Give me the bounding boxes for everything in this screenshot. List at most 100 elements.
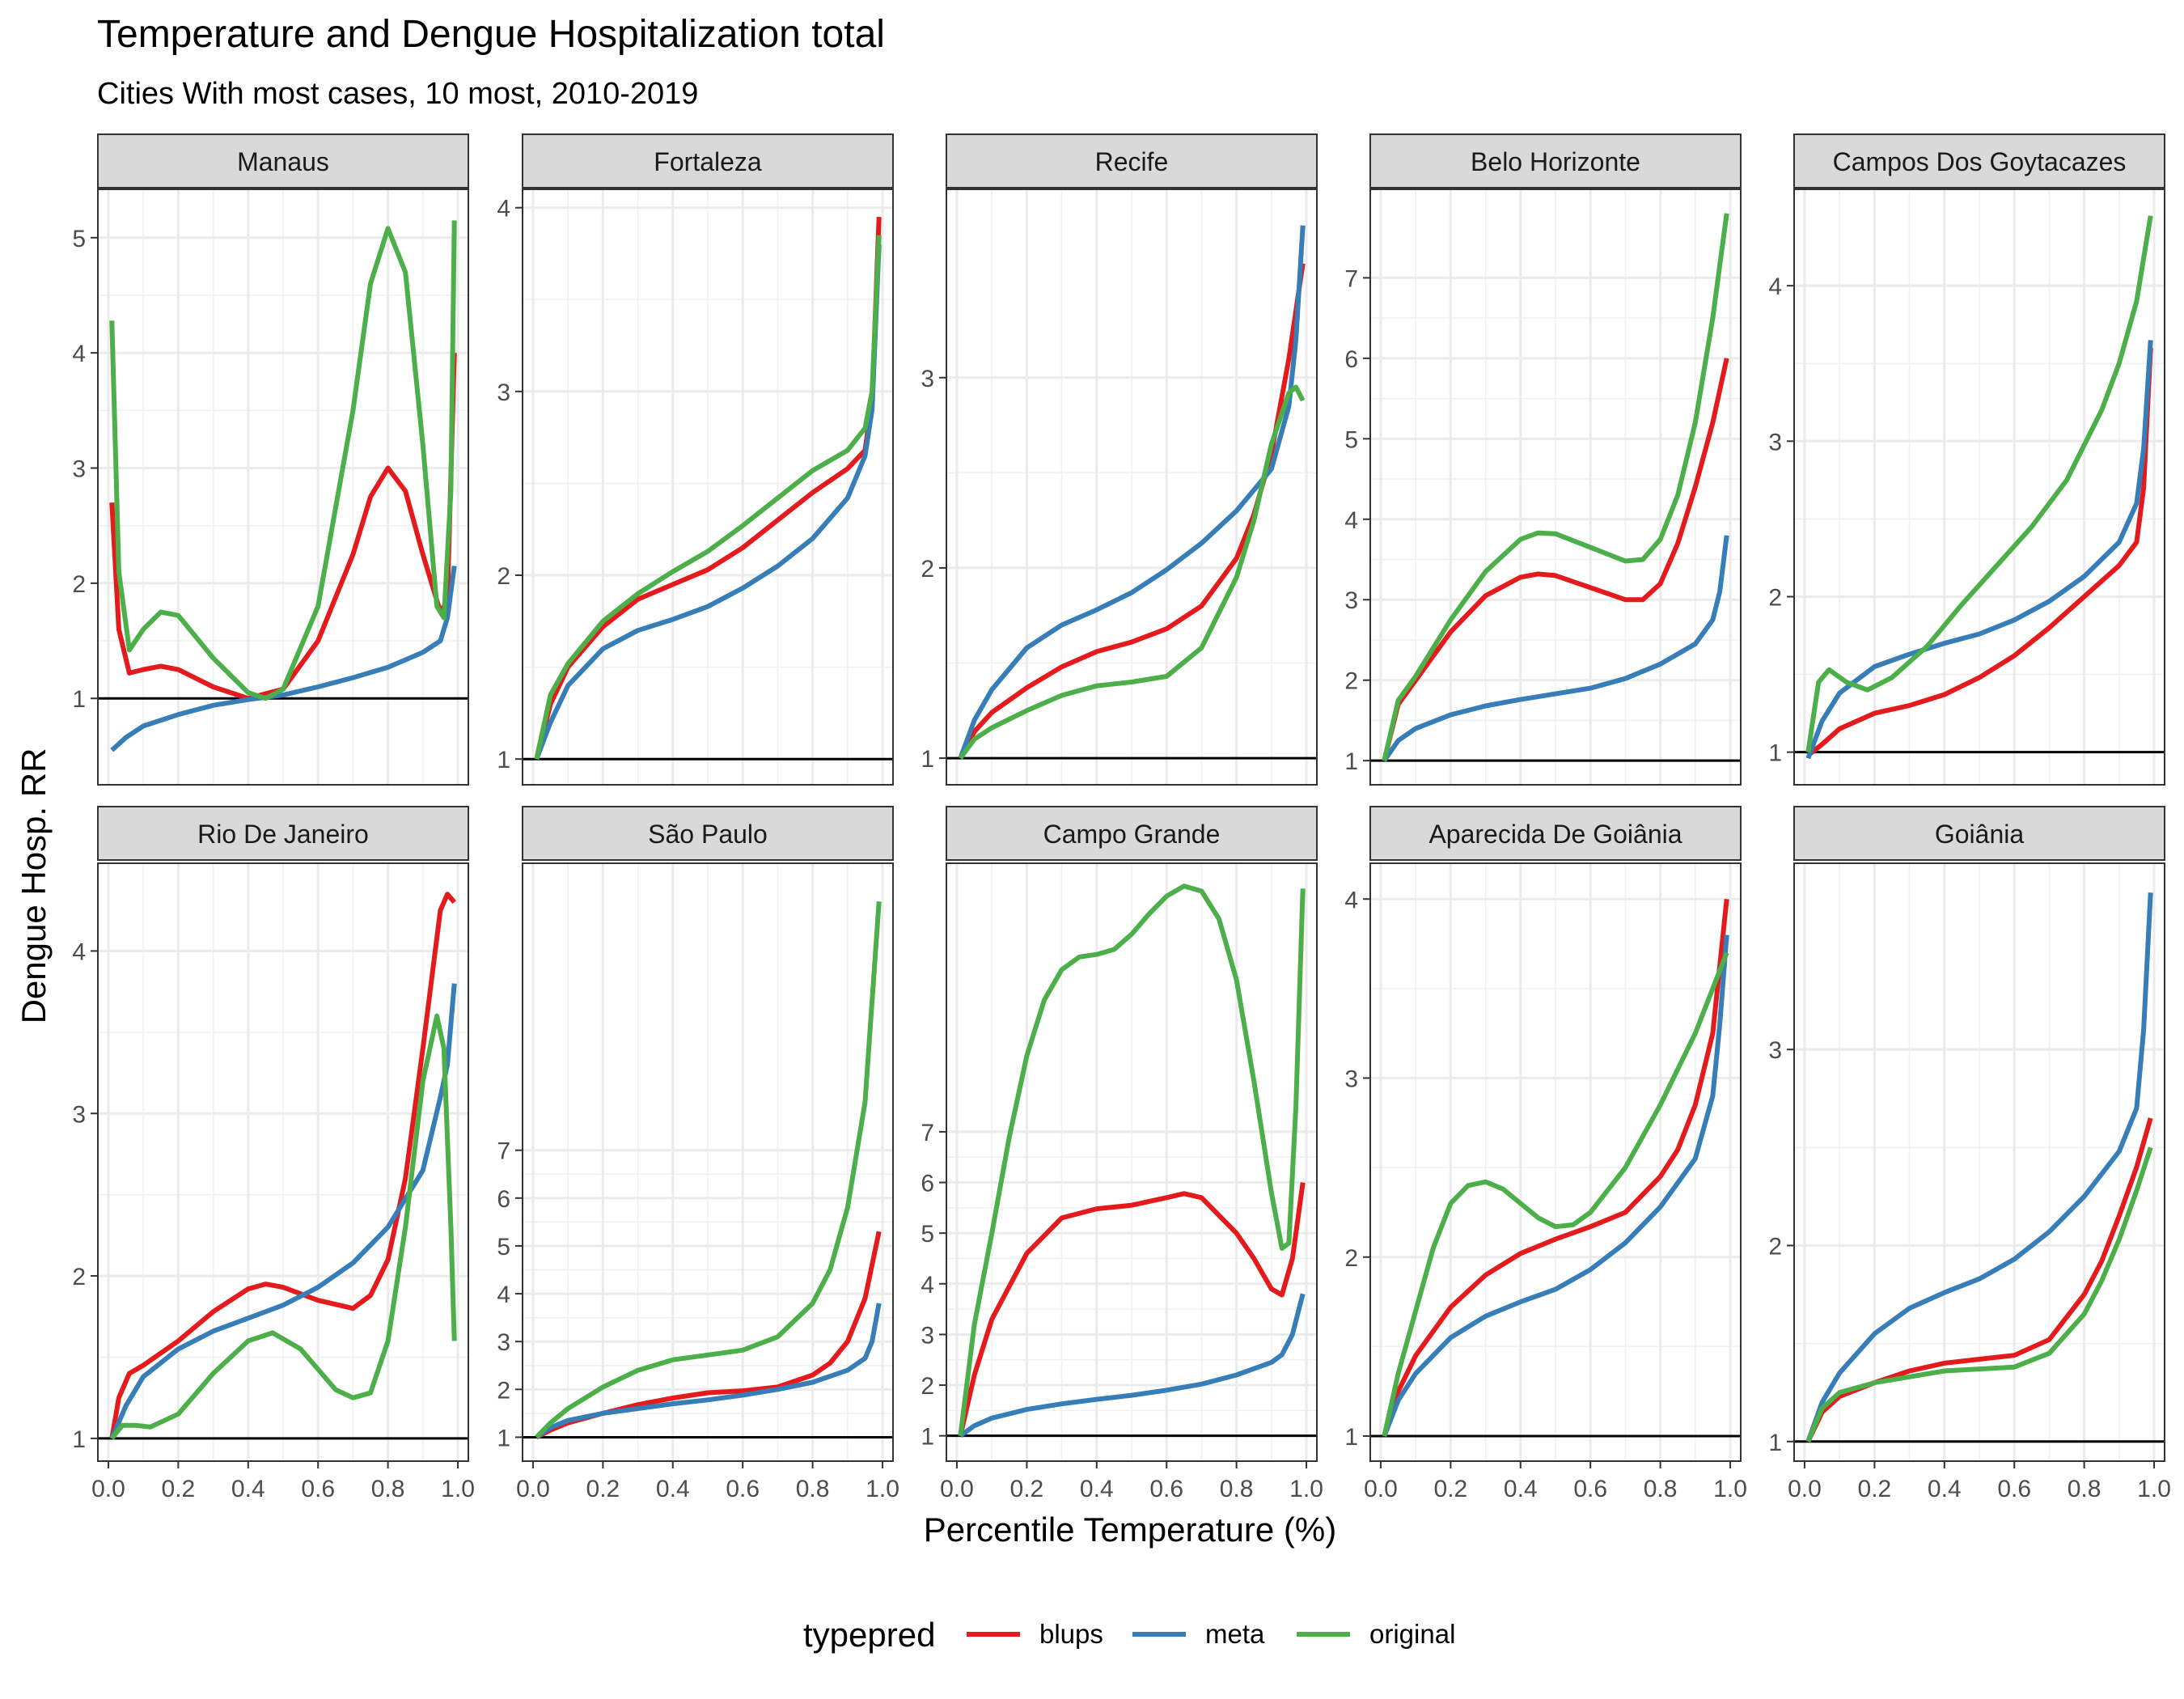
x-tick-label: 0.8 xyxy=(1644,1476,1678,1502)
facet-strip xyxy=(97,806,469,861)
facet-panel: Goiânia 1 2 3 0.0 0.2 0.4 0.6 0.8 1.0 xyxy=(1768,806,2171,1502)
y-tick-label: 5 xyxy=(921,1221,934,1248)
x-tick-label: 0.4 xyxy=(231,1476,265,1502)
y-tick-label: 5 xyxy=(1344,426,1358,453)
panel-border xyxy=(946,189,1318,786)
facet-panel: Aparecida De Goiânia 1 2 3 4 0.0 0.2 0.4 0.6 0.8 1… xyxy=(1344,806,1747,1502)
x-tick-label: 1.0 xyxy=(2137,1476,2171,1502)
facet-strip xyxy=(1369,133,1742,189)
x-tick-label: 0.6 xyxy=(1573,1476,1607,1502)
series-line-blups xyxy=(534,216,882,760)
series-line-meta xyxy=(1805,892,2153,1443)
y-tick-label: 1 xyxy=(72,686,86,713)
y-tick-label: 1 xyxy=(921,746,934,773)
y-tick-label: 3 xyxy=(1344,587,1358,614)
series-line-blups xyxy=(1805,1117,2153,1443)
y-tick-label: 3 xyxy=(1768,1037,1782,1064)
x-tick-label: 0.8 xyxy=(371,1476,405,1502)
y-tick-label: 4 xyxy=(497,196,510,222)
series-line-original xyxy=(1382,951,1729,1437)
x-tick-label: 0.0 xyxy=(516,1476,550,1502)
x-tick-label: 0.2 xyxy=(162,1476,196,1502)
series-line-meta xyxy=(109,983,457,1440)
facet-strip xyxy=(522,806,894,861)
legend-title: typepred xyxy=(803,1616,935,1654)
facet-strip xyxy=(946,133,1318,189)
x-tick-label: 0.6 xyxy=(1149,1476,1183,1502)
series-line-original xyxy=(1805,1146,2153,1443)
x-tick-label: 0.0 xyxy=(91,1476,125,1502)
y-tick-label: 2 xyxy=(497,563,510,590)
x-tick-label: 0.0 xyxy=(1788,1476,1822,1502)
x-tick-label: 0.0 xyxy=(940,1476,974,1502)
facet-label: São Paulo xyxy=(648,820,768,849)
facet-label: Rio De Janeiro xyxy=(197,820,369,849)
y-tick-label: 2 xyxy=(72,1264,86,1290)
chart-title: Temperature and Dengue Hospitalization t… xyxy=(97,13,885,56)
y-tick-label: 1 xyxy=(1768,740,1782,767)
y-tick-label: 1 xyxy=(497,1425,510,1451)
facet-strip xyxy=(97,133,469,189)
series-line-original xyxy=(109,220,457,701)
facet-strip xyxy=(946,806,1318,861)
panel-border xyxy=(1369,189,1742,786)
legend: typepred blups meta original xyxy=(803,1616,1455,1654)
facet-label: Recife xyxy=(1095,147,1169,176)
chart-subtitle: Cities With most cases, 10 most, 2010-20… xyxy=(97,77,698,111)
series-line-original xyxy=(534,235,882,760)
y-tick-label: 5 xyxy=(497,1234,510,1260)
series-line-meta xyxy=(1805,340,2153,760)
legend-label: original xyxy=(1369,1619,1455,1649)
y-tick-label: 3 xyxy=(1768,429,1782,455)
y-tick-label: 2 xyxy=(921,556,934,583)
y-tick-label: 6 xyxy=(921,1171,934,1197)
x-axis-title: Percentile Temperature (%) xyxy=(924,1510,1336,1549)
y-tick-label: 5 xyxy=(72,226,86,252)
facet-strip xyxy=(1793,806,2165,861)
y-tick-label: 1 xyxy=(1344,748,1358,775)
series-line-blups xyxy=(1806,347,2153,757)
y-tick-label: 1 xyxy=(1768,1430,1782,1456)
x-tick-label: 0.4 xyxy=(656,1476,690,1502)
y-tick-label: 1 xyxy=(1344,1424,1358,1451)
y-tick-label: 6 xyxy=(497,1186,510,1213)
facet-panel: Rio De Janeiro 1 2 3 4 0.0 0.2 0.4 0.6 0.8 1.0 xyxy=(72,806,475,1502)
y-tick-label: 4 xyxy=(72,341,86,367)
series-line-original xyxy=(535,901,882,1439)
y-tick-label: 4 xyxy=(72,938,86,965)
y-tick-label: 2 xyxy=(1768,1233,1782,1260)
y-tick-label: 3 xyxy=(497,379,510,406)
facet-panel: Campos Dos Goytacazes 1 2 3 4 xyxy=(1768,133,2165,786)
y-tick-label: 4 xyxy=(1768,273,1782,300)
series-line-meta xyxy=(1382,535,1729,762)
y-tick-label: 1 xyxy=(72,1426,86,1453)
panel-border xyxy=(1793,189,2165,786)
panel-border xyxy=(97,189,469,786)
y-tick-label: 4 xyxy=(497,1282,510,1308)
y-tick-label: 4 xyxy=(921,1272,934,1299)
panel-border xyxy=(522,862,894,1462)
x-tick-label: 0.8 xyxy=(1220,1476,1254,1502)
facet-label: Belo Horizonte xyxy=(1471,147,1640,176)
y-tick-label: 1 xyxy=(497,747,510,773)
series-line-original xyxy=(958,384,1306,760)
y-tick-label: 2 xyxy=(1344,668,1358,695)
x-tick-label: 0.6 xyxy=(726,1476,760,1502)
panel-border xyxy=(97,862,469,1462)
legend-label: meta xyxy=(1205,1619,1265,1649)
facet-panel: Belo Horizonte 1 2 3 4 5 6 7 xyxy=(1344,133,1742,786)
x-tick-label: 0.8 xyxy=(796,1476,830,1502)
series-line-blups xyxy=(109,353,457,701)
x-tick-label: 0.2 xyxy=(1010,1476,1044,1502)
y-tick-label: 6 xyxy=(1344,346,1358,373)
x-tick-label: 1.0 xyxy=(1289,1476,1323,1502)
facet-strip xyxy=(1793,133,2165,189)
y-tick-label: 7 xyxy=(1344,265,1358,292)
y-tick-label: 3 xyxy=(72,1101,86,1128)
x-tick-label: 0.8 xyxy=(2068,1476,2101,1502)
y-tick-label: 1 xyxy=(921,1424,934,1451)
series-line-blups xyxy=(1382,358,1729,761)
series-line-blups xyxy=(1382,898,1729,1437)
facet-label: Campo Grande xyxy=(1043,820,1221,849)
